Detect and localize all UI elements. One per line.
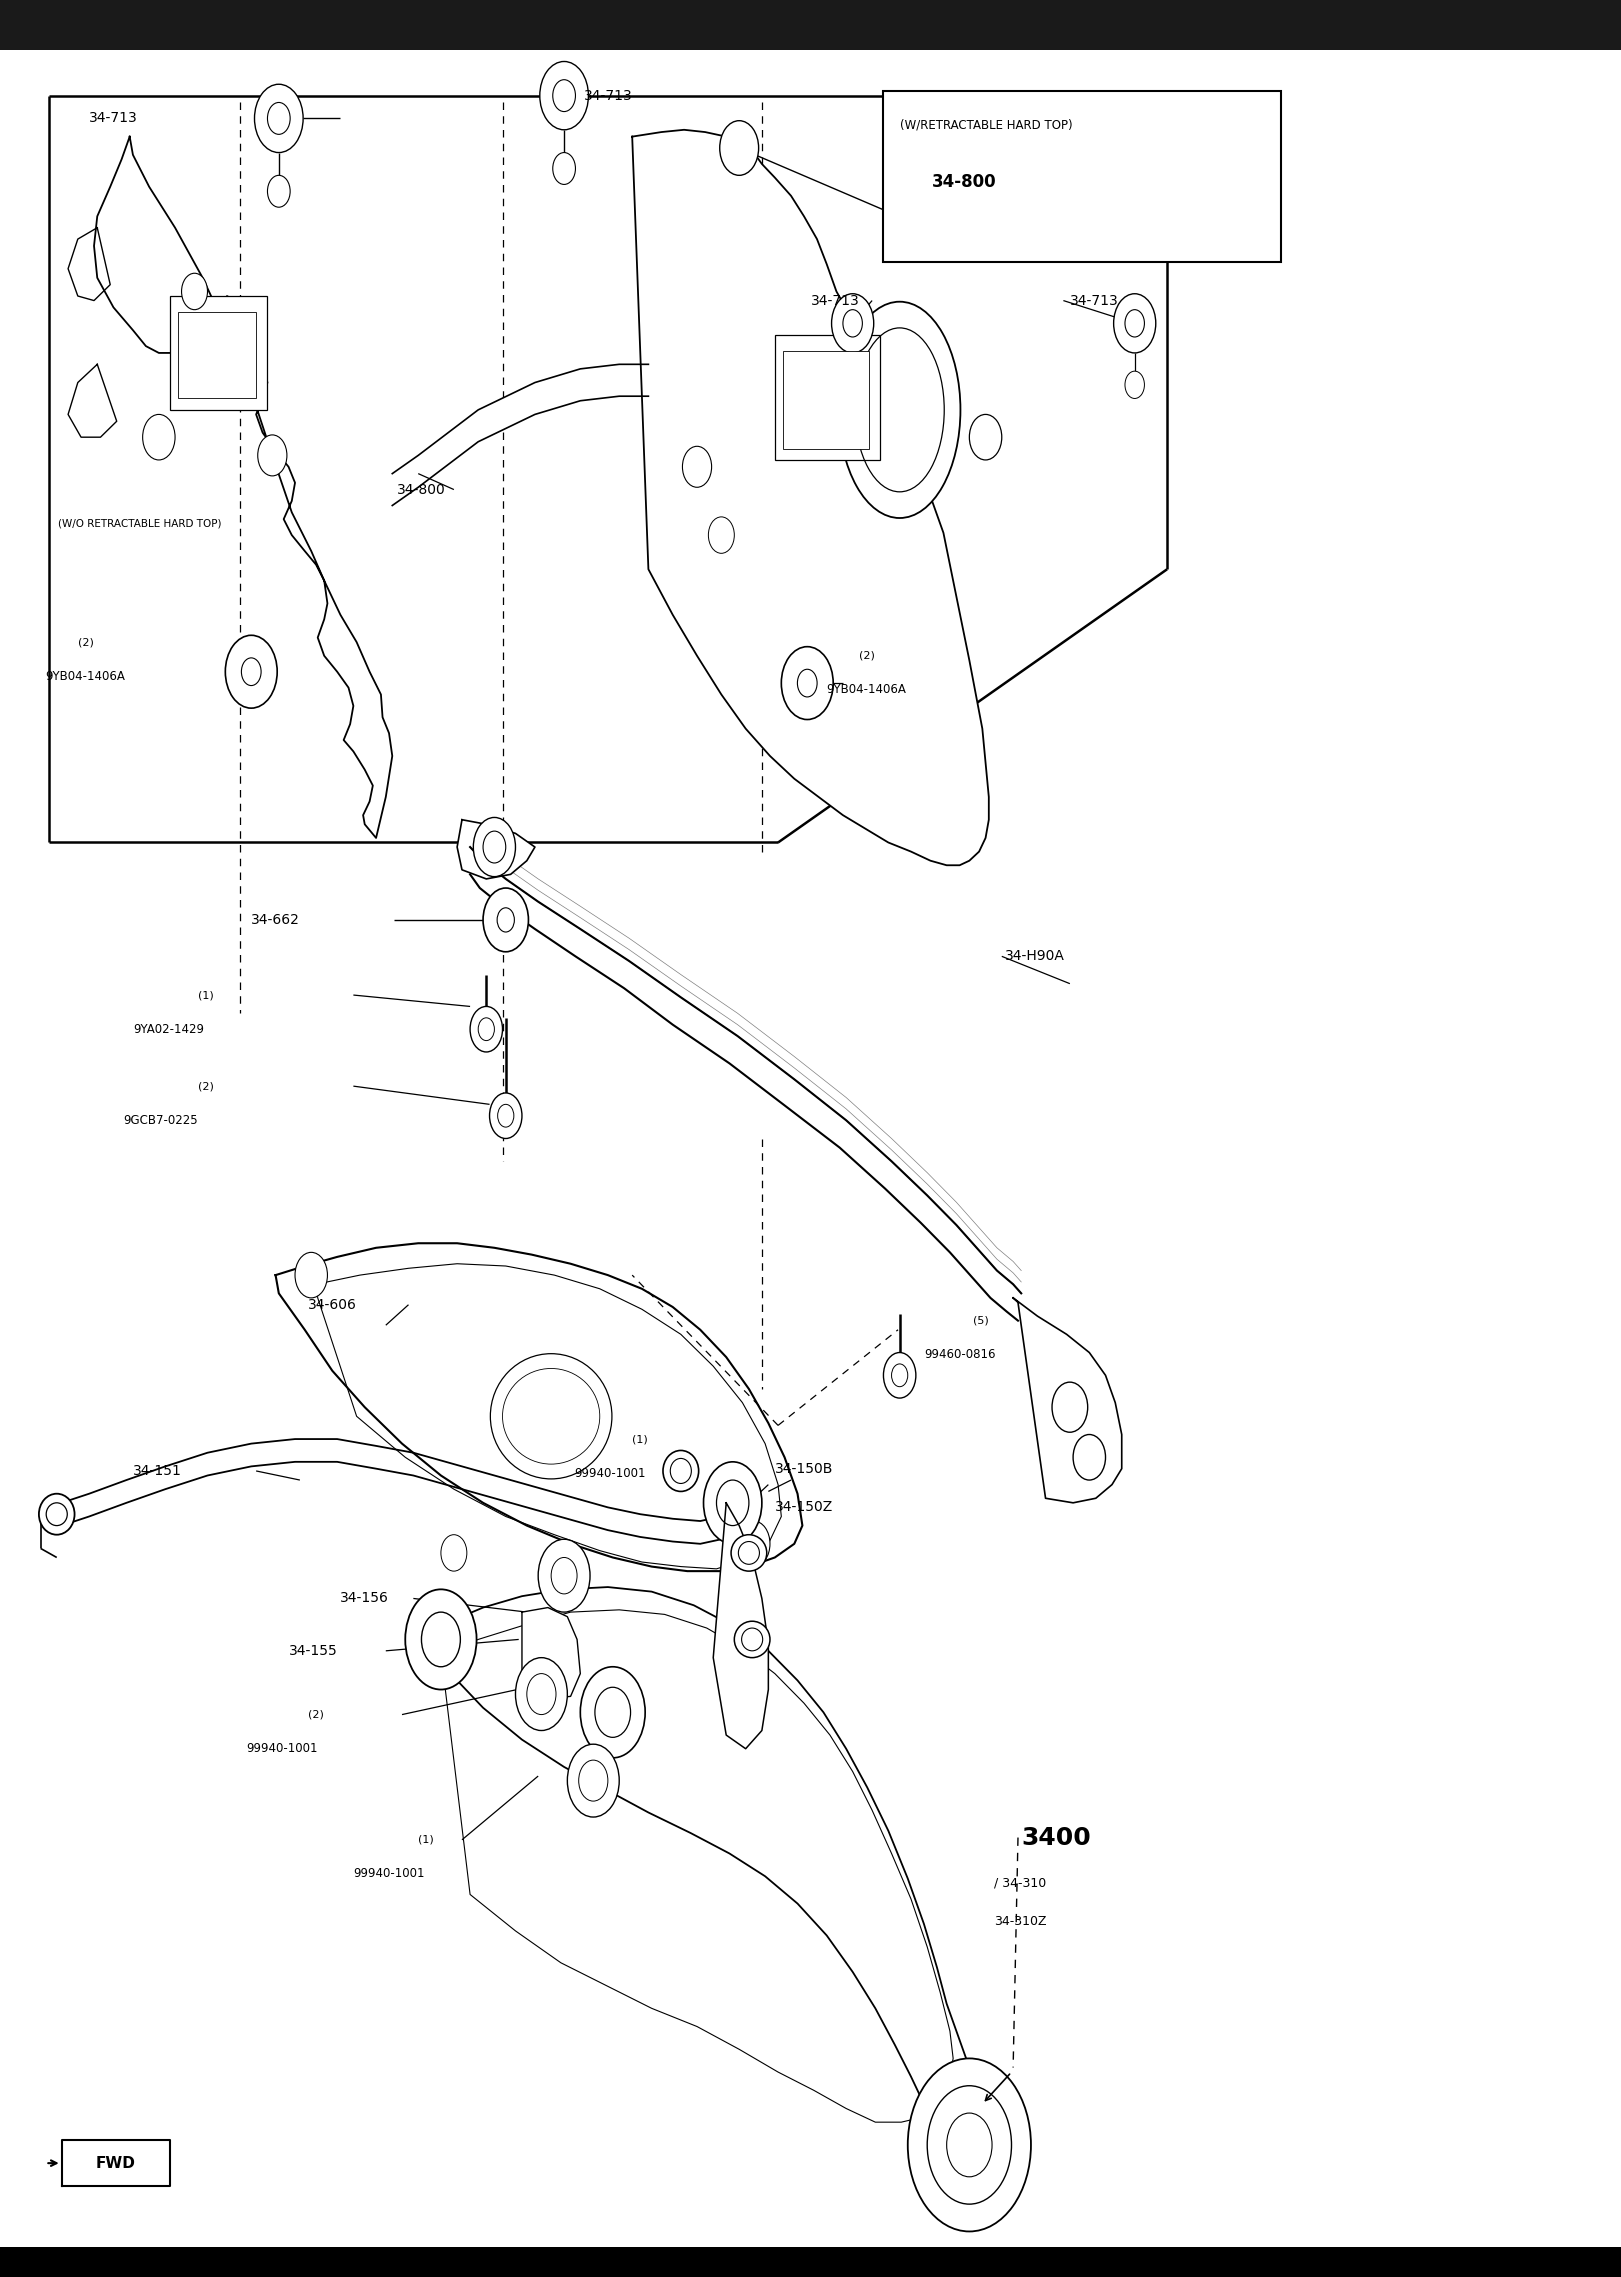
Text: (5): (5) [973, 1316, 989, 1325]
Circle shape [470, 1006, 503, 1052]
Ellipse shape [39, 1494, 75, 1535]
Polygon shape [68, 364, 117, 437]
Circle shape [553, 153, 575, 184]
Circle shape [580, 1667, 645, 1758]
Bar [783, 351, 869, 449]
Text: FWD: FWD [96, 2156, 136, 2170]
Text: (W/RETRACTABLE HARD TOP): (W/RETRACTABLE HARD TOP) [900, 118, 1071, 132]
Text: 9YB04-1406A: 9YB04-1406A [827, 683, 906, 697]
Circle shape [1114, 294, 1156, 353]
Ellipse shape [663, 1450, 699, 1491]
Polygon shape [94, 137, 392, 838]
Text: 34-713: 34-713 [89, 112, 138, 125]
Circle shape [843, 371, 862, 398]
Text: 3400: 3400 [1021, 1826, 1091, 1849]
Text: 34-800: 34-800 [397, 483, 446, 496]
Circle shape [473, 817, 515, 877]
Text: (1): (1) [418, 1835, 434, 1844]
Circle shape [225, 635, 277, 708]
Text: 34-606: 34-606 [308, 1298, 357, 1312]
Text: (1): (1) [198, 990, 214, 1000]
Text: 9YB04-1406A: 9YB04-1406A [45, 669, 125, 683]
Circle shape [883, 1353, 916, 1398]
Circle shape [295, 1252, 327, 1298]
Circle shape [704, 1462, 762, 1544]
Circle shape [441, 1535, 467, 1571]
Circle shape [182, 273, 207, 310]
Polygon shape [457, 820, 535, 879]
Circle shape [720, 121, 759, 175]
Circle shape [258, 435, 287, 476]
Circle shape [538, 1539, 590, 1612]
Circle shape [267, 175, 290, 207]
Bar [178, 312, 256, 398]
Ellipse shape [491, 1353, 613, 1480]
Text: (2): (2) [308, 1710, 324, 1719]
Text: 34-151: 34-151 [133, 1464, 182, 1478]
Text: 34-H90A: 34-H90A [1005, 950, 1065, 963]
Text: 34-150Z: 34-150Z [775, 1501, 833, 1514]
Polygon shape [62, 1439, 739, 1544]
Text: (2): (2) [78, 638, 94, 647]
Text: 34-150B: 34-150B [775, 1462, 833, 1475]
Polygon shape [392, 364, 648, 505]
Circle shape [540, 61, 588, 130]
Text: 34-662: 34-662 [251, 913, 300, 927]
Text: (2): (2) [859, 651, 875, 660]
Text: (W/O RETRACTABLE HARD TOP): (W/O RETRACTABLE HARD TOP) [58, 519, 222, 528]
Text: 99460-0816: 99460-0816 [924, 1348, 995, 1362]
Bar [170, 296, 267, 410]
Polygon shape [713, 1503, 768, 1749]
Circle shape [405, 1589, 477, 1690]
Circle shape [1052, 1382, 1088, 1432]
Circle shape [143, 414, 175, 460]
Text: 34-800: 34-800 [932, 173, 997, 191]
Text: (1): (1) [632, 1435, 648, 1444]
Ellipse shape [734, 1621, 770, 1658]
Circle shape [490, 1093, 522, 1138]
Text: 34-713: 34-713 [584, 89, 632, 102]
Text: 34-155: 34-155 [289, 1644, 337, 1658]
Circle shape [781, 647, 833, 720]
Circle shape [832, 294, 874, 353]
Polygon shape [68, 228, 110, 301]
Polygon shape [632, 130, 989, 865]
Circle shape [1073, 1435, 1106, 1480]
Circle shape [738, 1521, 770, 1567]
Text: / 34-310: / 34-310 [994, 1876, 1046, 1890]
Text: 34-156: 34-156 [340, 1592, 389, 1605]
Text: 9GCB7-0225: 9GCB7-0225 [123, 1113, 198, 1127]
Circle shape [567, 1744, 619, 1817]
Circle shape [908, 2058, 1031, 2231]
Text: 9YA02-1429: 9YA02-1429 [133, 1022, 204, 1036]
Bar [775, 335, 880, 460]
Text: 99940-1001: 99940-1001 [574, 1466, 645, 1480]
Bar [883, 91, 1281, 262]
Circle shape [969, 414, 1002, 460]
Circle shape [254, 84, 303, 153]
Text: 34-713: 34-713 [1070, 294, 1118, 307]
Bar [0, 2247, 1621, 2277]
Ellipse shape [840, 303, 960, 519]
Circle shape [483, 888, 528, 952]
Circle shape [708, 517, 734, 553]
Polygon shape [425, 1587, 979, 2159]
Circle shape [682, 446, 712, 487]
Circle shape [1125, 371, 1144, 398]
Text: 99940-1001: 99940-1001 [353, 1867, 425, 1881]
Polygon shape [276, 1243, 802, 1571]
Text: 34-310Z: 34-310Z [994, 1915, 1046, 1929]
Text: 34-713: 34-713 [810, 294, 859, 307]
Circle shape [515, 1658, 567, 1731]
Text: 99940-1001: 99940-1001 [246, 1742, 318, 1756]
Ellipse shape [731, 1535, 767, 1571]
Polygon shape [1013, 1298, 1122, 1503]
Polygon shape [522, 1608, 580, 1699]
Text: (2): (2) [198, 1082, 214, 1091]
Polygon shape [470, 847, 1021, 1321]
Bar [0, 0, 1621, 50]
